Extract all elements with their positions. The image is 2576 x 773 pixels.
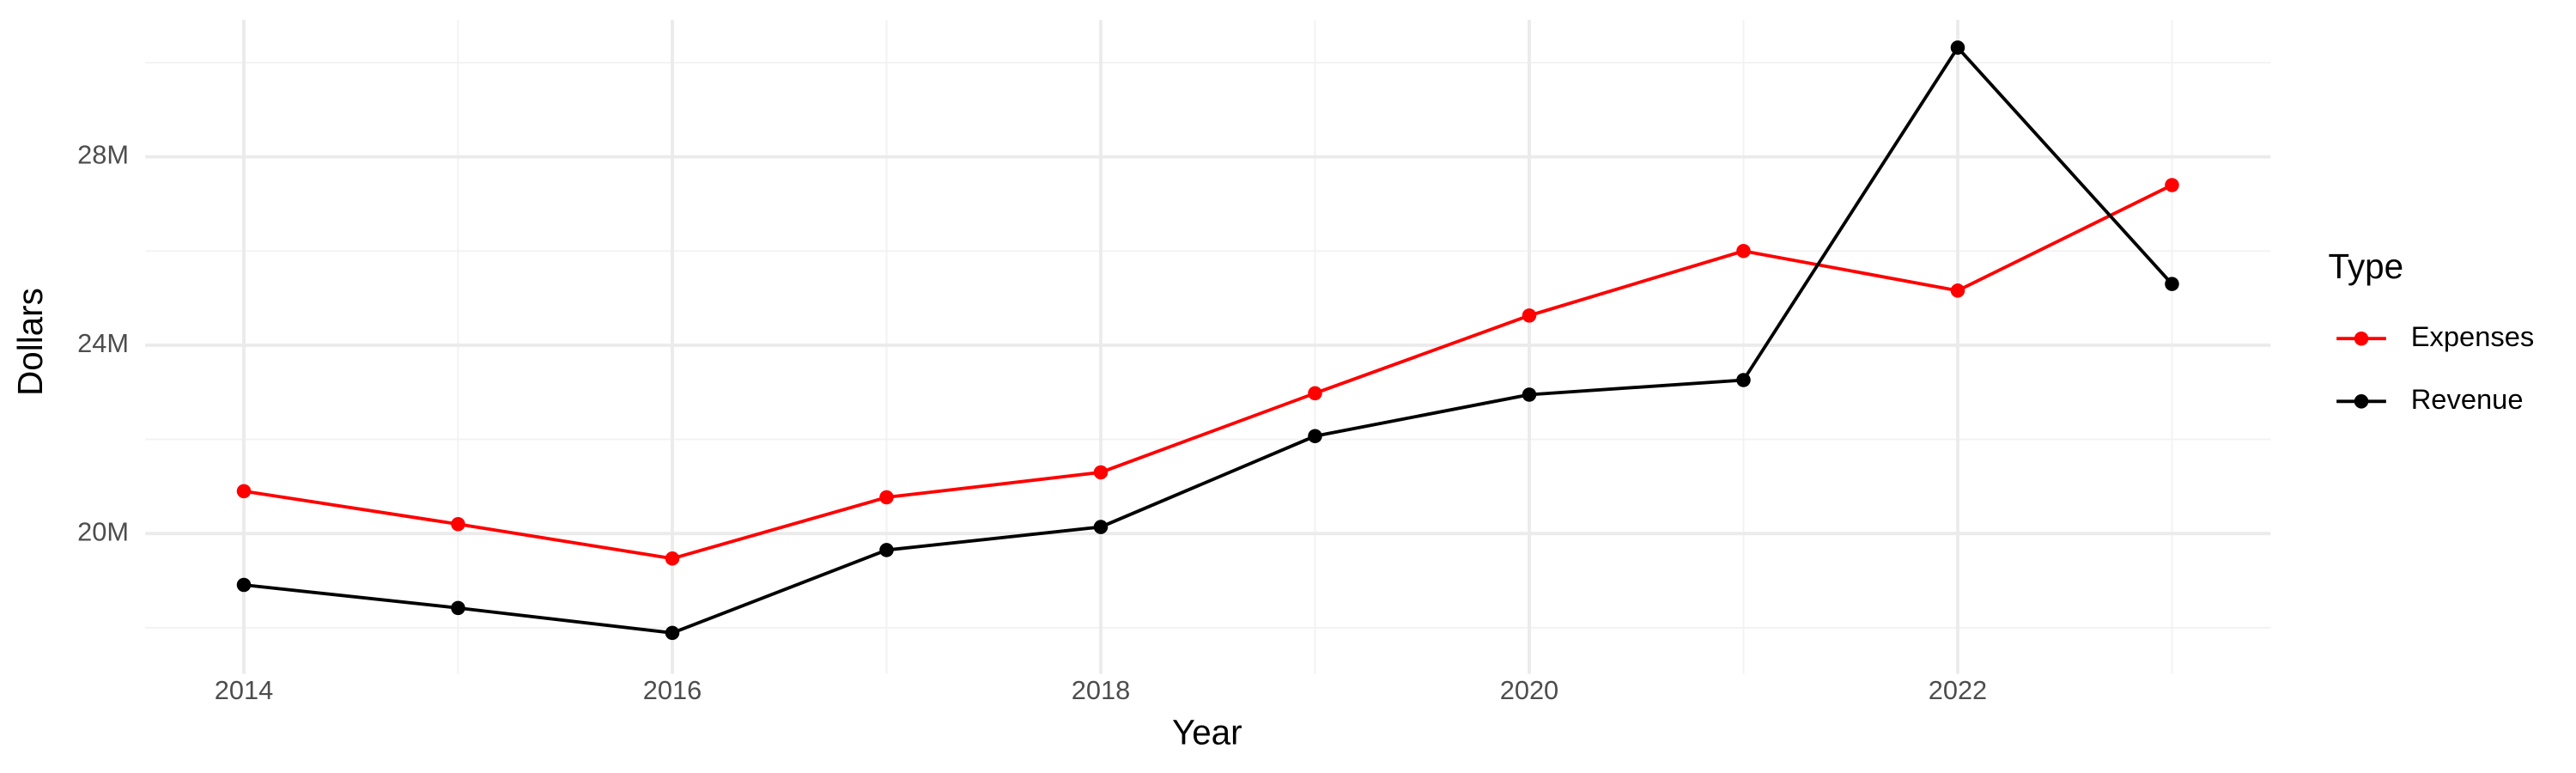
data-point xyxy=(236,577,252,593)
y-axis-title: Dollars xyxy=(10,288,50,396)
data-point xyxy=(1522,387,1537,402)
data-point xyxy=(1950,40,1965,55)
legend-marker xyxy=(2354,394,2369,409)
data-point xyxy=(1093,520,1109,534)
x-tick-label: 2022 xyxy=(1929,675,1987,705)
data-point xyxy=(665,625,680,641)
data-point xyxy=(879,543,894,557)
data-point xyxy=(451,516,465,532)
x-tick-label: 2018 xyxy=(1072,675,1130,705)
data-point xyxy=(2165,178,2179,192)
data-point xyxy=(1736,244,1751,259)
x-tick-label: 2016 xyxy=(643,675,702,705)
data-point xyxy=(1522,308,1537,323)
grid xyxy=(145,20,2271,674)
legend-label: Expenses xyxy=(2411,320,2535,352)
legend-label: Revenue xyxy=(2411,383,2524,415)
legend-title: Type xyxy=(2329,247,2404,286)
x-axis-title: Year xyxy=(1172,712,1242,752)
data-point xyxy=(451,600,465,616)
x-tick-label: 2020 xyxy=(1500,675,1558,705)
series-line xyxy=(243,183,2173,561)
data-point xyxy=(2165,277,2179,291)
data-point xyxy=(1308,429,1322,444)
series-line xyxy=(243,45,2173,635)
data-point xyxy=(1950,283,1965,298)
data-point xyxy=(665,551,680,566)
data-point xyxy=(1093,465,1109,480)
y-tick-label: 24M xyxy=(77,328,129,358)
y-tick-label: 20M xyxy=(77,516,129,546)
x-tick-label: 2014 xyxy=(215,675,273,705)
data-point xyxy=(879,490,894,505)
data-point xyxy=(236,484,252,499)
data-point xyxy=(1308,386,1322,401)
y-tick-label: 28M xyxy=(77,140,129,170)
data-point xyxy=(1736,373,1751,387)
legend-marker xyxy=(2354,331,2369,346)
